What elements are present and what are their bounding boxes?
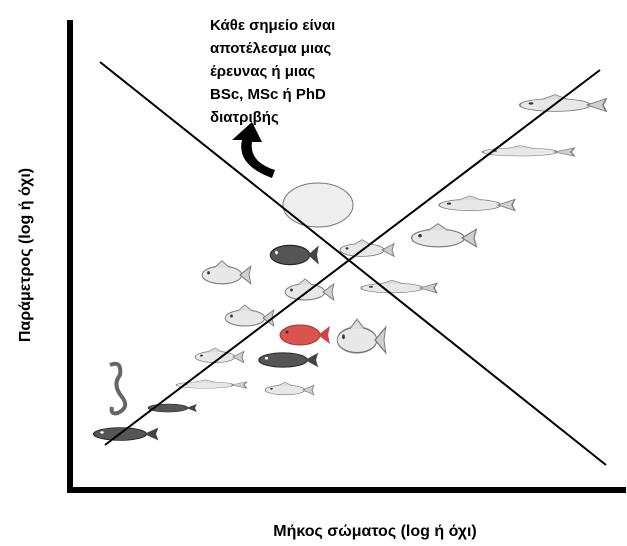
red-fish xyxy=(280,325,330,345)
fish xyxy=(195,348,244,363)
fish xyxy=(265,382,314,395)
sawfish xyxy=(483,146,575,157)
y-axis-label: Παράμετρος (log ή όχι) xyxy=(17,168,34,342)
swordfish xyxy=(439,196,515,211)
diagram: Κάθε σημείο είναι αποτέλεσμα μιας έρευνα… xyxy=(0,0,627,546)
annotation: Κάθε σημείο είναι αποτέλεσμα μιας έρευνα… xyxy=(210,17,335,126)
fish-illustrations xyxy=(94,95,607,441)
fish xyxy=(270,245,319,264)
fish xyxy=(259,353,318,367)
fish xyxy=(340,240,394,257)
fish xyxy=(202,261,251,284)
annotation-line: Κάθε σημείο είναι xyxy=(210,17,335,34)
arrow xyxy=(232,122,275,178)
x-axis-label: Μήκος σώματος (log ή όχι) xyxy=(273,523,477,540)
fish xyxy=(337,319,386,353)
fish xyxy=(361,280,437,293)
annotation-line: BSc, MSc ή PhD xyxy=(210,86,326,103)
tuna xyxy=(412,224,477,247)
seahorse xyxy=(110,364,125,414)
annotation-line: έρευνας ή μιας xyxy=(210,63,315,80)
annotation-line: αποτέλεσμα μιας xyxy=(210,40,331,57)
manta xyxy=(283,183,353,227)
annotation-line: διατριβής xyxy=(210,109,279,126)
